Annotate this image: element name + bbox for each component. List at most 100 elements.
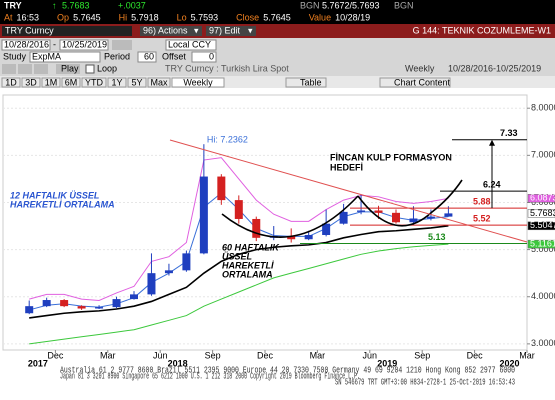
annotation: HAREKETLİ ORTALAMA — [10, 199, 115, 209]
change: +.0037 — [118, 0, 146, 10]
stat-value: 5.7645 — [263, 12, 291, 22]
tab-label[interactable]: 5Y — [131, 77, 142, 87]
stat-label: Op — [57, 12, 69, 22]
candle-body — [77, 306, 86, 309]
tab-label[interactable]: 6M — [65, 77, 78, 87]
annotation: HAREKETLİ — [222, 260, 274, 270]
candle-body — [217, 176, 226, 201]
last-value-label: 5.5047 — [530, 220, 555, 230]
year-label: 2019 — [377, 358, 397, 368]
loop[interactable]: Loop — [97, 63, 117, 73]
stat-value: 10/28/19 — [335, 12, 370, 22]
y-tick-label: 5.0000 — [531, 244, 555, 254]
tab-label[interactable]: 1D — [5, 77, 17, 87]
arrow-up: ↑ — [52, 0, 57, 10]
tab-label[interactable]: Chart Content — [394, 77, 451, 87]
x-tick-label: Dec — [467, 350, 484, 360]
next-button[interactable] — [34, 64, 48, 74]
offset-field[interactable] — [191, 51, 217, 63]
tabs: 1D 3D 1M 6M YTD 1Y 5Y Max Weekly Table Chart Conte… — [1, 77, 451, 88]
stat-value: 5.7645 — [73, 12, 101, 22]
x-tick-label: Jun — [153, 350, 168, 360]
y-tick-label: 3.0000 — [531, 338, 555, 348]
tab-label[interactable]: Max — [150, 77, 168, 87]
back-button[interactable] — [2, 64, 16, 74]
edit[interactable]: 97) Edit — [209, 25, 241, 35]
study-field[interactable] — [29, 51, 101, 63]
candle-body — [252, 218, 261, 238]
last-value-box — [527, 239, 555, 249]
tab-label[interactable]: 1M — [45, 77, 58, 87]
tab[interactable] — [285, 77, 327, 88]
candle-body — [287, 235, 296, 240]
start[interactable]: 10/28/2016 — [4, 39, 49, 49]
tab-label[interactable]: Table — [300, 77, 322, 87]
tab[interactable] — [171, 77, 225, 88]
x-tick-label: Sep — [205, 350, 221, 360]
tab[interactable] — [1, 77, 21, 88]
period-field[interactable] — [137, 51, 157, 63]
tab[interactable] — [107, 77, 127, 88]
play[interactable]: Play — [61, 63, 79, 73]
tab[interactable] — [147, 77, 171, 88]
high-note: Hi: 7.2362 — [207, 135, 248, 145]
edit-button[interactable] — [206, 26, 256, 36]
last-value-box — [527, 194, 555, 203]
target-label: 5.52 — [473, 213, 491, 223]
tab-label[interactable]: 1Y — [111, 77, 122, 87]
candle-body — [60, 300, 69, 307]
last-value-label: 6.0873 — [530, 193, 555, 203]
tab[interactable] — [127, 77, 147, 88]
x-tick-label: Mar — [100, 350, 116, 360]
study[interactable]: ExpMA — [32, 51, 61, 61]
security-field[interactable] — [2, 26, 132, 36]
x-tick-label: Mar — [519, 350, 535, 360]
frequency: Weekly — [405, 63, 435, 73]
candle-body — [147, 273, 156, 295]
footer-line: Japan 81 3 3201 8900 Singapore 65 6212 1… — [60, 371, 360, 381]
annotation: HEDEFİ — [330, 162, 363, 172]
tab[interactable] — [41, 77, 61, 88]
arrow-head — [489, 139, 495, 146]
stat-value: 5.7593 — [191, 12, 219, 22]
currency[interactable]: Local CCY — [168, 39, 211, 49]
candle-body — [304, 234, 313, 240]
tab-label[interactable]: YTD — [85, 77, 104, 87]
currency-field[interactable] — [165, 39, 217, 51]
tab-label[interactable]: Weekly — [183, 77, 213, 87]
tab[interactable] — [21, 77, 41, 88]
year-label: 2018 — [168, 358, 188, 368]
x-tick-label: Mar — [310, 350, 326, 360]
prev-button[interactable] — [18, 64, 32, 74]
loop-checkbox[interactable] — [85, 64, 95, 74]
tab[interactable] — [61, 77, 81, 88]
period[interactable]: 60 — [144, 51, 154, 61]
candle-body — [42, 300, 51, 307]
tab[interactable] — [379, 77, 451, 88]
offset-label: Offset — [162, 51, 186, 61]
target-label: 5.13 — [428, 232, 446, 242]
candle-body — [392, 212, 400, 223]
chart: 3.00004.00005.00006.00007.00008.0000DecM… — [2, 94, 555, 368]
handle-curve — [357, 179, 463, 227]
calendar-button[interactable] — [112, 40, 132, 50]
tab-label[interactable]: 3D — [25, 77, 37, 87]
offset[interactable]: 0 — [209, 51, 214, 61]
y-tick-label: 4.0000 — [531, 291, 555, 301]
dropdown-arrow: ▾ — [194, 25, 199, 35]
tab[interactable] — [81, 77, 107, 88]
play-button[interactable] — [56, 64, 80, 74]
title-bar — [0, 24, 555, 38]
trend-line — [169, 139, 528, 243]
stat-value: 16:53 — [17, 12, 40, 22]
end-date[interactable] — [59, 39, 109, 51]
x-tick-label: Dec — [257, 350, 274, 360]
start-date[interactable] — [1, 39, 51, 51]
last-value-label: 5.1161 — [530, 239, 555, 249]
actions-button[interactable] — [140, 26, 202, 36]
security[interactable]: TRY Curncy — [5, 25, 54, 35]
last-value-box — [527, 209, 555, 218]
actions[interactable]: 96) Actions — [143, 25, 188, 35]
end[interactable]: 10/25/2019 — [62, 39, 107, 49]
